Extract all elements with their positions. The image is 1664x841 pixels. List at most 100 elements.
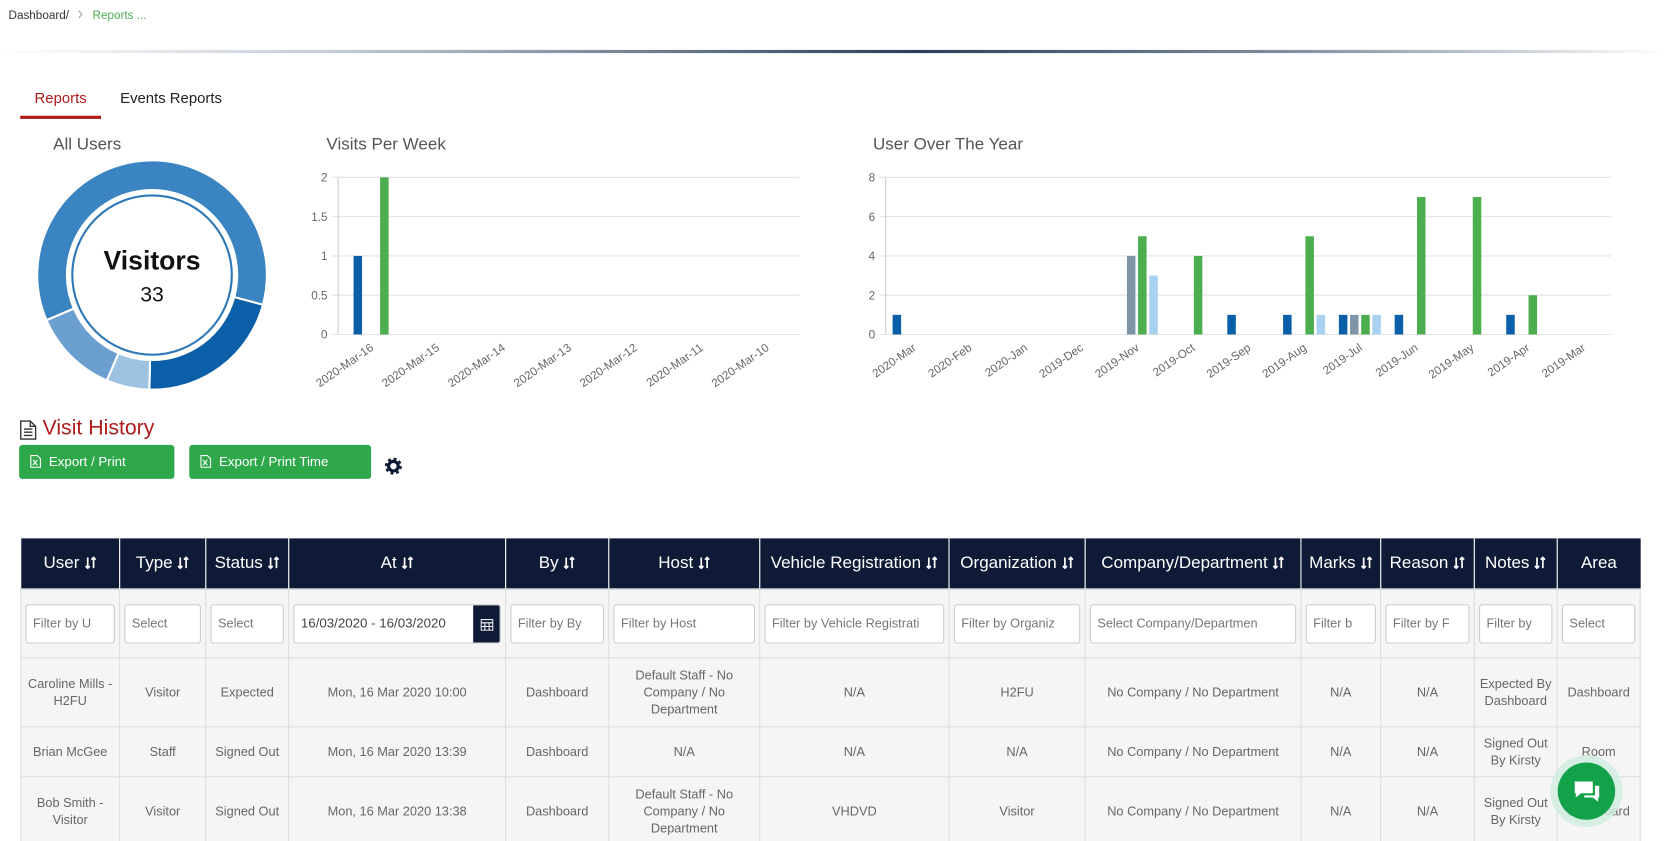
table-cell: N/A xyxy=(759,726,950,778)
export-button[interactable]: Export / Print Time Sheet xyxy=(189,444,372,503)
y-tick-label: 1.5 xyxy=(311,211,327,224)
filter-input[interactable]: Filter b xyxy=(1305,603,1376,643)
column-header[interactable]: Organization xyxy=(948,538,1086,589)
sort-arrows xyxy=(1062,555,1074,569)
column-header[interactable]: At xyxy=(288,538,507,589)
table-cell: Visitor xyxy=(948,776,1086,841)
x-tick-label: 2020-Jan xyxy=(983,341,1030,380)
filter-input[interactable]: Filter by Vehicle Registrati xyxy=(764,603,945,643)
table-cell: N/A xyxy=(1380,657,1475,728)
filter-input[interactable]: Select xyxy=(210,603,284,643)
table-cell: Expected xyxy=(205,657,290,728)
table-cell: N/A xyxy=(1300,726,1382,778)
visit-table: User Type Status At By Host Vehicle Registrati… xyxy=(20,538,1641,841)
column-header[interactable]: Marks xyxy=(1300,538,1382,589)
y-tick-label: 4 xyxy=(869,250,876,263)
sort-arrows xyxy=(698,555,710,569)
column-header[interactable]: Type xyxy=(119,538,207,589)
x-tick-label: 2020-Mar-13 xyxy=(512,341,574,390)
header-label: Company/Department xyxy=(1101,553,1268,572)
y-tick-label: 1 xyxy=(321,250,328,263)
column-header[interactable]: Vehicle Registration xyxy=(759,538,950,589)
export-button[interactable]: Export / Print History xyxy=(19,444,175,503)
table-cell: Mon, 16 Mar 2020 10:00 xyxy=(288,657,507,728)
header-label: By xyxy=(538,553,559,572)
y-tick-label: 0 xyxy=(869,329,876,342)
column-header[interactable]: Notes xyxy=(1474,538,1558,589)
x-tick-label: 2020-Mar xyxy=(870,341,919,380)
filter-cell: Select xyxy=(1556,588,1641,659)
x-tick-label: 2019-Oct xyxy=(1151,341,1198,380)
filter-input[interactable]: Filter by xyxy=(1479,603,1553,643)
table-cell: N/A xyxy=(608,726,761,778)
x-tick-label: 2019-May xyxy=(1426,341,1476,381)
table-cell: Signed Out xyxy=(205,726,290,778)
column-header[interactable]: Company/Department xyxy=(1085,538,1302,589)
filter-input[interactable]: Filter by Host xyxy=(613,603,755,643)
sort-arrows xyxy=(563,555,576,569)
table-cell: Visitor xyxy=(119,776,207,841)
chat-button[interactable] xyxy=(1548,753,1625,829)
bar xyxy=(1372,314,1381,335)
table-cell: N/A xyxy=(759,657,950,728)
column-header[interactable]: Area xyxy=(1557,538,1641,589)
bar xyxy=(1126,255,1136,335)
tab[interactable]: Reports xyxy=(34,89,87,107)
breadcrumb-chevron xyxy=(78,10,83,19)
settings-icon[interactable] xyxy=(384,457,403,476)
table-cell: No Company / No Department xyxy=(1084,657,1302,728)
column-header[interactable]: Reason xyxy=(1380,538,1475,589)
filter-input[interactable]: Filter by F xyxy=(1385,603,1470,643)
header-label: Reason xyxy=(1389,553,1449,572)
filter-input[interactable]: Filter by Organiz xyxy=(953,603,1081,643)
column-header[interactable]: Status xyxy=(205,538,290,589)
table-cell: N/A xyxy=(948,726,1086,778)
x-tick-label: 2020-Mar-16 xyxy=(314,341,376,390)
table-cell: N/A xyxy=(1380,726,1475,778)
sort-arrows xyxy=(1360,555,1373,569)
table-cell: N/A xyxy=(1380,776,1475,841)
filter-input[interactable]: 16/03/2020 - 16/03/2020 xyxy=(293,603,501,643)
table-cell: Dashboard xyxy=(505,657,610,728)
tab[interactable]: Events Reports xyxy=(120,89,222,107)
column-header[interactable]: User xyxy=(20,538,121,589)
filter-cell: 16/03/2020 - 16/03/2020 xyxy=(288,588,507,659)
table-cell: Bob Smith - Visitor xyxy=(20,776,121,841)
x-tick-label: 2020-Mar-15 xyxy=(380,341,442,390)
filter-input[interactable]: Select xyxy=(1561,603,1636,643)
bar xyxy=(1305,236,1314,335)
column-header[interactable]: By xyxy=(505,538,610,589)
breadcrumb-home[interactable]: Dashboard/ xyxy=(8,9,69,23)
donut-segment xyxy=(36,159,268,322)
bar xyxy=(1394,314,1404,335)
filter-input[interactable]: Select Company/Departmen xyxy=(1089,603,1297,643)
filter-input[interactable]: Filter by By xyxy=(510,603,604,643)
x-tick-label: 2019-Sep xyxy=(1204,341,1253,381)
header-label: Status xyxy=(214,553,263,572)
y-tick-label: 2 xyxy=(869,289,876,302)
filter-cell: Filter b xyxy=(1300,588,1382,659)
bar xyxy=(1506,314,1515,335)
table-row: Bob Smith - Visitor Visitor Signed Out Mon,… xyxy=(20,776,1641,841)
header-divider xyxy=(0,49,1664,54)
section-title: Visit History xyxy=(42,416,155,440)
bar xyxy=(1193,255,1203,335)
header-label: Vehicle Registration xyxy=(770,553,922,572)
chart-title: All Users xyxy=(53,135,121,154)
filter-cell: Select xyxy=(205,588,290,659)
filter-cell: Filter by xyxy=(1473,588,1558,659)
column-header[interactable]: Host xyxy=(608,538,761,589)
filter-input[interactable]: Filter by U xyxy=(25,603,115,643)
table-cell: No Company / No Department xyxy=(1084,776,1302,841)
x-tick-label: 2019-Dec xyxy=(1037,341,1086,381)
bar xyxy=(1316,314,1326,335)
donut-inner-ring xyxy=(71,194,233,356)
bar xyxy=(1361,314,1370,335)
table-cell: Visitor xyxy=(119,657,207,728)
sort-icon xyxy=(1453,555,1465,569)
filter-input[interactable]: Select xyxy=(124,603,201,643)
header-label: Marks xyxy=(1309,553,1356,572)
bar xyxy=(380,177,389,335)
x-tick-label: 2019-Apr xyxy=(1485,341,1532,379)
